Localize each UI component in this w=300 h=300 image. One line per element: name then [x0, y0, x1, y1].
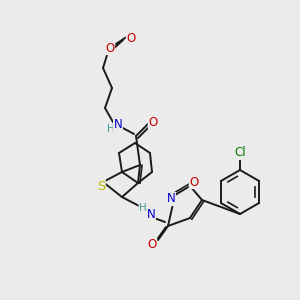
- Text: O: O: [189, 176, 199, 188]
- Text: N: N: [114, 118, 122, 131]
- Text: O: O: [126, 32, 136, 44]
- Text: Cl: Cl: [234, 146, 246, 160]
- Text: O: O: [148, 116, 158, 128]
- Text: N: N: [167, 193, 176, 206]
- Text: H: H: [139, 203, 147, 213]
- Text: H: H: [107, 124, 115, 134]
- Text: N: N: [147, 208, 155, 221]
- Text: S: S: [97, 179, 105, 193]
- Text: O: O: [105, 41, 115, 55]
- Text: O: O: [147, 238, 157, 251]
